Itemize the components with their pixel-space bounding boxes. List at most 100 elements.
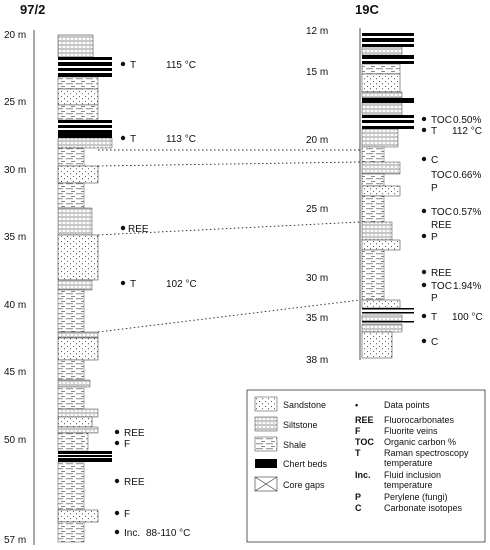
annotation-code: TOC: [431, 170, 452, 181]
depth-label: 20 m: [306, 135, 328, 146]
annotation-code: Inc.: [124, 528, 140, 539]
annotation-code: F: [124, 439, 130, 450]
depth-label: 40 m: [4, 300, 26, 311]
left-column-title: 97/2: [20, 2, 45, 17]
siltstone-swatch: [254, 416, 278, 432]
data-point-marker: [421, 282, 427, 288]
legend-symbol: T: [355, 448, 361, 458]
annotation-code: T: [431, 312, 437, 323]
left-lithology-log: [33, 30, 113, 545]
annotation-value: 113 °C: [166, 134, 196, 145]
legend-symbol: F: [355, 426, 361, 436]
annotation-value: 1.94%: [453, 281, 481, 292]
data-point-marker: [120, 225, 126, 231]
depth-label: 35 m: [4, 232, 26, 243]
left-annotations: T 115 °C T 113 °C REE T 102 °C REE F REE…: [114, 60, 197, 539]
data-point-marker: [114, 478, 120, 484]
data-point-marker: [421, 233, 427, 239]
annotation-code: F: [124, 509, 130, 520]
data-point-marker: [114, 529, 120, 535]
annotation-code: TOC: [431, 115, 452, 126]
data-point-marker: [120, 135, 126, 141]
data-point-marker: [421, 269, 427, 275]
legend-label: Shale: [283, 440, 306, 450]
data-point-marker: [120, 61, 126, 67]
depth-label: 50 m: [4, 435, 26, 446]
legend-symbol: Inc.: [355, 470, 371, 480]
right-lithology-log: [359, 28, 414, 360]
data-point-marker: [114, 440, 120, 446]
legend-symbol: C: [355, 503, 362, 513]
annotation-code: T: [130, 134, 136, 145]
annotation-code: P: [431, 232, 438, 243]
annotation-value: 0.66%: [453, 170, 481, 181]
legend: Sandstone Siltstone Shale Chert beds Cor…: [246, 389, 486, 543]
annotation-code: REE: [128, 224, 149, 235]
annotation-value: 0.50%: [453, 115, 481, 126]
data-point-marker: [421, 156, 427, 162]
legend-label: Carbonate isotopes: [384, 503, 463, 513]
annotation-value: 88-110 °C: [146, 528, 190, 539]
data-point-marker: [421, 127, 427, 133]
left-depth-axis: 20 m 25 m 30 m 35 m 40 m 45 m 50 m 57 m: [4, 30, 26, 546]
legend-symbol: TOC: [355, 437, 374, 447]
depth-label: 45 m: [4, 367, 26, 378]
data-point-marker: [114, 429, 120, 435]
depth-label: 12 m: [306, 26, 328, 37]
annotation-code: REE: [124, 428, 145, 439]
correlation-lines: [97, 149, 361, 333]
data-point-marker: [120, 280, 126, 286]
shale-swatch: [254, 436, 278, 452]
depth-label: 20 m: [4, 30, 26, 41]
depth-label: 25 m: [306, 204, 328, 215]
depth-label: 57 m: [4, 535, 26, 546]
annotation-code: TOC: [431, 281, 452, 292]
legend-label: Raman spectroscopy temperature: [384, 448, 469, 468]
legend-label: Fluorocarbonates: [384, 415, 455, 425]
legend-label: Fluid inclusion temperature: [384, 470, 441, 490]
chert-swatch: [255, 459, 277, 468]
right-annotations: TOC 0.50% T 112 °C C TOC 0.66% P TOC 0.5…: [421, 115, 483, 348]
data-point-marker: [114, 510, 120, 516]
data-point-marker: [421, 116, 427, 122]
annotation-value: 0.57%: [453, 207, 481, 218]
legend-symbol: •: [355, 400, 358, 410]
annotation-code: T: [130, 60, 136, 71]
annotation-code: T: [130, 279, 136, 290]
legend-label: Organic carbon %: [384, 437, 456, 447]
right-depth-axis: 12 m 15 m 20 m 25 m 30 m 35 m 38 m: [306, 26, 328, 366]
depth-label: 25 m: [4, 97, 26, 108]
depth-label: 38 m: [306, 355, 328, 366]
legend-symbol: REE: [355, 415, 374, 425]
legend-label: Sandstone: [283, 400, 326, 410]
depth-label: 30 m: [306, 273, 328, 284]
data-point-marker: [421, 338, 427, 344]
core-gap-swatch: [254, 476, 278, 492]
data-point-marker: [421, 313, 427, 319]
legend-label: Fluorite veins: [384, 426, 438, 436]
legend-label: Perylene (fungi): [384, 492, 448, 502]
annotation-code: C: [431, 337, 438, 348]
annotation-code: REE: [431, 268, 452, 279]
data-point-marker: [421, 208, 427, 214]
right-column-title: 19C: [355, 2, 379, 17]
sandstone-swatch: [254, 396, 278, 412]
legend-label: Siltstone: [283, 420, 318, 430]
legend-label: Chert beds: [283, 459, 328, 469]
legend-frame: [246, 389, 486, 543]
annotation-code: TOC: [431, 207, 452, 218]
annotation-value: 100 °C: [452, 312, 483, 323]
annotation-code: T: [431, 126, 437, 137]
annotation-code: REE: [124, 477, 145, 488]
depth-label: 30 m: [4, 165, 26, 176]
legend-symbol: P: [355, 492, 361, 502]
depth-label: 15 m: [306, 67, 328, 78]
annotation-code: P: [431, 293, 438, 304]
annotation-code: P: [431, 183, 438, 194]
annotation-value: 102 °C: [166, 279, 197, 290]
annotation-value: 112 °C: [452, 126, 482, 137]
annotation-value: 115 °C: [166, 60, 196, 71]
legend-label: Data points: [384, 400, 430, 410]
annotation-code: C: [431, 155, 438, 166]
